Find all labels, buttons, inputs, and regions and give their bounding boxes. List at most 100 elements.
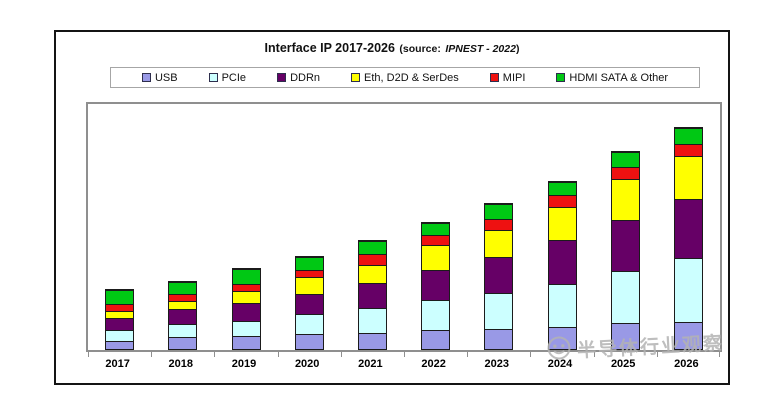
bar-segment-2021-mipi bbox=[358, 254, 386, 265]
legend-item-2: DDRn bbox=[277, 72, 320, 84]
legend-item-1: PCIe bbox=[208, 72, 246, 84]
bar-2022 bbox=[421, 222, 451, 350]
bar-segment-2017-usb bbox=[106, 341, 134, 349]
legend-swatch-icon bbox=[556, 73, 566, 82]
legend-swatch-icon bbox=[141, 73, 151, 82]
x-axis-tick bbox=[656, 352, 658, 357]
bar-segment-2021-usb bbox=[358, 333, 386, 349]
bar-segment-2018-ddrn bbox=[169, 309, 197, 324]
x-axis-label-2023: 2023 bbox=[484, 358, 510, 370]
legend-label: DDRn bbox=[290, 71, 321, 84]
x-axis-tick bbox=[277, 352, 279, 357]
bar-segment-2026-hdmi-sata-other bbox=[674, 128, 702, 144]
bar-segment-2023-mipi bbox=[485, 219, 513, 230]
bar-segment-2022-hdmi-sata-other bbox=[422, 223, 450, 235]
bar-segment-2023-pcie bbox=[485, 293, 513, 329]
legend-item-3: Eth, D2D & SerDes bbox=[351, 72, 459, 84]
bar-segment-2023-usb bbox=[485, 329, 513, 349]
bar-segment-2018-usb bbox=[169, 337, 197, 349]
bar-segment-2018-pcie bbox=[169, 324, 197, 337]
bar-segment-2026-ddrn bbox=[674, 199, 702, 258]
bar-segment-2020-ddrn bbox=[295, 294, 323, 314]
bar-segment-2017-pcie bbox=[106, 330, 134, 341]
x-axis-tick bbox=[151, 352, 153, 357]
x-axis-label-2025: 2025 bbox=[610, 358, 636, 370]
bar-segment-2023-eth-d2d-serdes bbox=[485, 230, 513, 257]
legend-item-0: USB bbox=[141, 72, 178, 84]
legend-swatch-icon bbox=[277, 73, 287, 82]
x-axis-tick bbox=[593, 352, 595, 357]
bar-segment-2019-pcie bbox=[232, 321, 260, 336]
bar-segment-2021-pcie bbox=[358, 308, 386, 333]
x-axis-tick bbox=[719, 352, 720, 357]
bar-segment-2017-eth-d2d-serdes bbox=[106, 311, 134, 318]
bar-segment-2020-pcie bbox=[295, 314, 323, 334]
bar-segment-2026-mipi bbox=[674, 144, 702, 156]
chart-title: Interface IP 2017-2026 (source: IPNEST -… bbox=[56, 39, 728, 57]
bar-2018 bbox=[168, 281, 198, 350]
legend-item-4: MIPI bbox=[489, 71, 526, 84]
bar-segment-2025-mipi bbox=[611, 167, 639, 179]
bar-segment-2024-ddrn bbox=[548, 240, 576, 284]
x-axis-label-2022: 2022 bbox=[421, 358, 446, 370]
bar-2017 bbox=[105, 289, 135, 350]
x-axis-tick bbox=[467, 352, 469, 357]
x-axis-labels: 2017 2018 2019 2020 2021 2022 2023 2024 2025 2026 bbox=[86, 358, 722, 374]
plot-area bbox=[86, 102, 722, 357]
bar-segment-2022-pcie bbox=[422, 300, 450, 330]
bar-segment-2019-eth-d2d-serdes bbox=[232, 291, 260, 303]
bar-segment-2025-eth-d2d-serdes bbox=[611, 179, 639, 220]
legend-swatch-icon bbox=[489, 73, 499, 82]
bar-2023 bbox=[484, 203, 514, 350]
legend: USB PCIe DDRn Eth, D2D & SerDes MIPI HDMI SAT… bbox=[110, 67, 700, 88]
chart-title-source-value: IPNEST - 2022 bbox=[445, 43, 516, 55]
legend-label: MIPI bbox=[502, 71, 526, 84]
x-axis-label-2024: 2024 bbox=[547, 358, 573, 370]
x-axis-label-2018: 2018 bbox=[168, 358, 194, 370]
bar-segment-2022-eth-d2d-serdes bbox=[422, 245, 450, 270]
bar-segment-2026-eth-d2d-serdes bbox=[674, 156, 702, 199]
bar-2026 bbox=[673, 127, 703, 350]
x-axis-tick bbox=[214, 352, 216, 357]
bar-segment-2017-hdmi-sata-other bbox=[106, 290, 134, 304]
bar-segment-2017-ddrn bbox=[106, 318, 134, 330]
bar-segment-2019-ddrn bbox=[232, 303, 260, 321]
bar-segment-2019-mipi bbox=[232, 284, 260, 291]
bar-segment-2019-usb bbox=[232, 336, 260, 349]
legend-swatch-icon bbox=[208, 73, 218, 82]
bar-segment-2025-usb bbox=[611, 323, 639, 349]
bar-segment-2023-ddrn bbox=[485, 257, 513, 293]
bar-segment-2022-mipi bbox=[422, 235, 450, 245]
bar-segment-2021-eth-d2d-serdes bbox=[358, 265, 386, 283]
bar-segment-2020-usb bbox=[295, 334, 323, 349]
x-axis-label-2019: 2019 bbox=[231, 358, 257, 370]
bar-segment-2023-hdmi-sata-other bbox=[485, 204, 513, 219]
bar-2025 bbox=[610, 151, 640, 350]
bar-2020 bbox=[294, 256, 324, 350]
legend-item-5: HDMI SATA & Other bbox=[556, 72, 668, 84]
bar-segment-2020-eth-d2d-serdes bbox=[295, 277, 323, 294]
bar-2019 bbox=[231, 268, 261, 350]
bar-segment-2025-pcie bbox=[611, 271, 639, 323]
x-axis-label-2026: 2026 bbox=[674, 358, 699, 370]
x-axis-label-2021: 2021 bbox=[358, 358, 383, 370]
bar-segment-2018-mipi bbox=[169, 294, 197, 301]
chart-title-main: Interface IP 2017-2026 bbox=[264, 41, 395, 55]
chart-outer-frame: Interface IP 2017-2026 (source: IPNEST -… bbox=[54, 30, 730, 385]
x-axis-tick bbox=[340, 352, 342, 357]
bar-segment-2020-mipi bbox=[295, 270, 323, 277]
legend-label: Eth, D2D & SerDes bbox=[364, 71, 459, 84]
bar-segment-2020-hdmi-sata-other bbox=[295, 257, 323, 270]
bar-segment-2024-usb bbox=[548, 327, 576, 349]
x-axis-label-2020: 2020 bbox=[294, 358, 320, 370]
bar-segment-2024-pcie bbox=[548, 284, 576, 327]
legend-swatch-icon bbox=[351, 73, 361, 82]
bar-segment-2026-usb bbox=[674, 322, 702, 349]
bar-2021 bbox=[357, 240, 387, 350]
bar-segment-2018-hdmi-sata-other bbox=[169, 282, 197, 294]
bar-segment-2022-ddrn bbox=[422, 270, 450, 300]
bar-segment-2018-eth-d2d-serdes bbox=[169, 301, 197, 309]
x-axis-label-2017: 2017 bbox=[105, 358, 130, 370]
x-axis-tick bbox=[88, 352, 89, 357]
